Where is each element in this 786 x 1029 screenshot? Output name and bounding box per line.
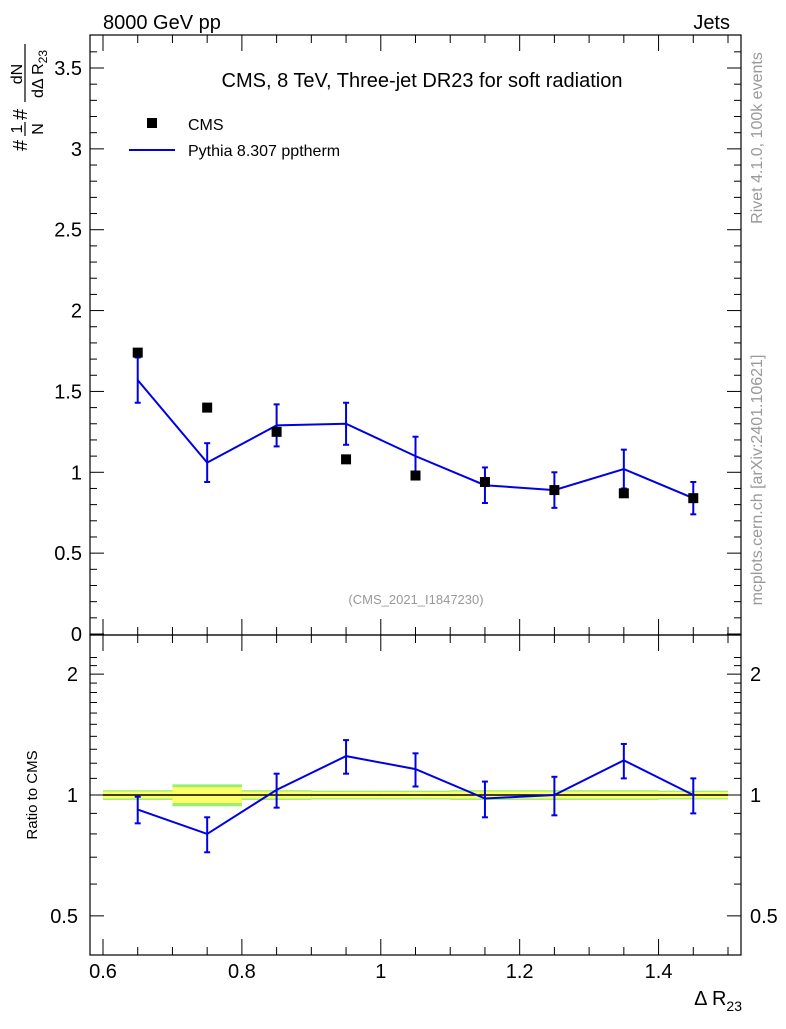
mcplots-label: mcplots.cern.ch [arXiv:2401.10621] [749, 355, 766, 606]
ylabel-den-2-sub: 23 [36, 50, 50, 64]
ylabel-den-2-main: dΔ R [30, 63, 47, 98]
ylabel-hash-1: # [10, 139, 32, 151]
cms-data-point [271, 426, 282, 437]
ratio-plot-data [134, 739, 697, 854]
rivet-label: Rivet 4.1.0, 100k events [749, 52, 766, 224]
x-tick-label: 1.2 [506, 961, 534, 983]
main-y-tick-label: 0 [71, 624, 82, 646]
ratio-data-uncertainty-band [103, 784, 728, 807]
ylabel-num-2: dN [9, 64, 26, 84]
main-y-tick-label: 2.5 [54, 220, 82, 242]
x-axis-label-sub: 23 [726, 998, 742, 1014]
legend-data-marker [147, 118, 157, 128]
legend-data-label: CMS [188, 117, 224, 134]
ratio-y-tick-label-left: 1 [67, 785, 78, 807]
ylabel-den-1: N [30, 123, 47, 135]
cms-data-point [618, 488, 629, 499]
main-y-tick-label: 3 [71, 139, 82, 161]
cms-data-point [410, 470, 421, 481]
ratio-y-tick-label-left: 0.5 [50, 906, 78, 928]
header-right-label: Jets [693, 12, 730, 34]
ratio-y-axis-label: Ratio to CMS [24, 750, 41, 839]
main-y-axis-label: # 1 N # dN dΔ R23 [9, 44, 50, 151]
cms-data-point [132, 347, 143, 358]
legend-mc-label: Pythia 8.307 pptherm [188, 143, 340, 160]
cms-data-point [549, 485, 560, 496]
analysis-watermark: (CMS_2021_I1847230) [348, 592, 483, 607]
x-tick-label: 1 [375, 961, 386, 983]
cms-data-point [479, 476, 490, 487]
cms-data-point [202, 402, 213, 413]
cms-data-point [688, 493, 699, 504]
x-tick-label: 1.4 [645, 961, 673, 983]
ratio-axis-ticks: 0.6 0.8 1 1.2 1.4 0.5 0.5 1 1 2 2 [50, 635, 778, 983]
ylabel-num-1: 1 [9, 124, 26, 133]
cms-data-point [341, 454, 352, 465]
x-axis-label: Δ R23 [694, 988, 742, 1014]
main-plot-data [132, 347, 699, 516]
main-y-tick-label: 2 [71, 301, 82, 323]
x-tick-label: 0.8 [228, 961, 256, 983]
main-axis-ticks: 0 0.5 1 1.5 2 2.5 3 3.5 [54, 35, 741, 646]
x-axis-label-main: Δ R [694, 988, 726, 1010]
ylabel-hash-2: # [10, 108, 32, 120]
main-plot-title: CMS, 8 TeV, Three-jet DR23 for soft radi… [222, 70, 623, 92]
ylabel-den-2: dΔ R23 [30, 50, 50, 98]
x-tick-label: 0.6 [89, 961, 117, 983]
main-y-tick-label: 3.5 [54, 58, 82, 80]
ratio-y-tick-label-right: 0.5 [750, 906, 778, 928]
main-y-tick-label: 1 [71, 462, 82, 484]
ratio-y-tick-label-right: 1 [750, 785, 761, 807]
main-y-tick-label: 0.5 [54, 543, 82, 565]
ratio-y-tick-label-left: 2 [67, 664, 78, 686]
header-left-label: 8000 GeV pp [103, 12, 221, 34]
ratio-y-tick-label-right: 2 [750, 664, 761, 686]
main-y-tick-label: 1.5 [54, 381, 82, 403]
